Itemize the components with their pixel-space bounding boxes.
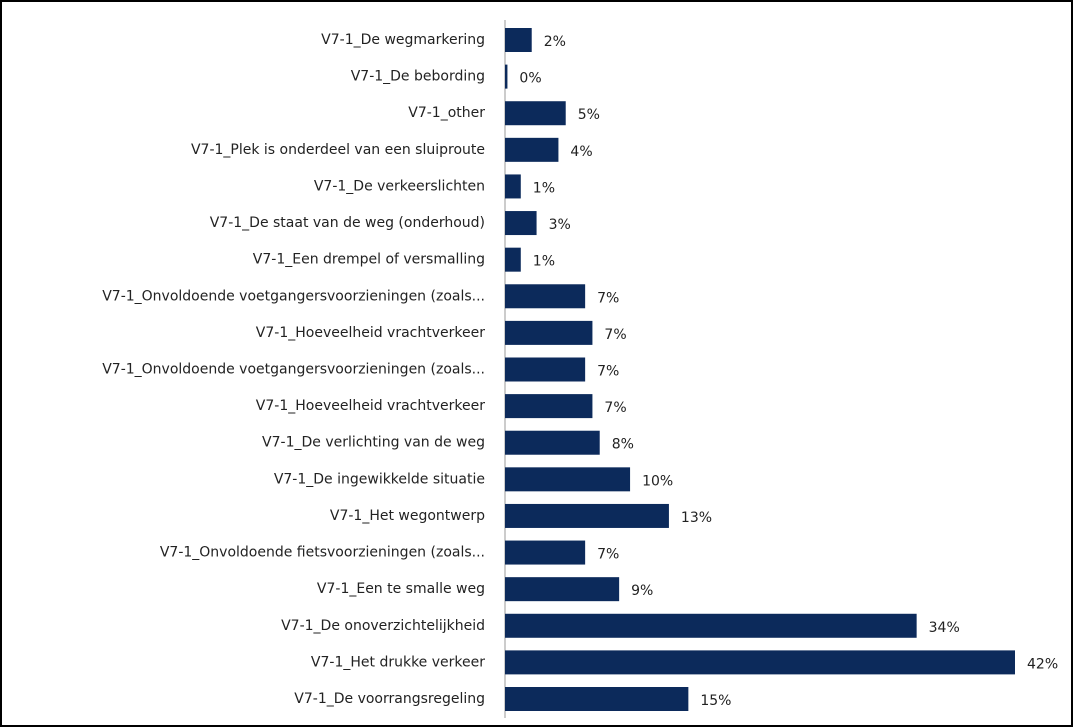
bar bbox=[505, 357, 586, 382]
category-label: V7-1_De wegmarkering bbox=[321, 32, 485, 48]
bar bbox=[505, 650, 1015, 675]
value-label: 7% bbox=[604, 327, 626, 343]
category-label: V7-1_other bbox=[408, 105, 485, 121]
value-label: 7% bbox=[597, 547, 619, 563]
category-label: V7-1_Hoeveelheid vrachtverkeer bbox=[256, 398, 485, 414]
bar bbox=[505, 540, 586, 565]
bar bbox=[505, 101, 566, 126]
bar bbox=[505, 137, 559, 162]
category-label: V7-1_De bebording bbox=[351, 69, 485, 85]
bar bbox=[505, 467, 631, 492]
value-label: 8% bbox=[612, 437, 634, 453]
category-label: V7-1_Het drukke verkeer bbox=[311, 654, 485, 670]
bar bbox=[505, 613, 917, 638]
category-label: V7-1_Hoeveelheid vrachtverkeer bbox=[256, 325, 485, 341]
bar bbox=[505, 64, 508, 89]
value-label: 5% bbox=[578, 107, 600, 123]
category-label: V7-1_Onvoldoende fietsvoorzieningen (zoa… bbox=[160, 545, 485, 561]
value-label: 7% bbox=[604, 400, 626, 416]
value-label: 42% bbox=[1027, 656, 1058, 672]
category-label: V7-1_Het wegontwerp bbox=[330, 508, 485, 524]
value-label: 1% bbox=[533, 180, 555, 196]
category-label: V7-1_Een te smalle weg bbox=[317, 581, 485, 597]
category-label: V7-1_Plek is onderdeel van een sluiprout… bbox=[191, 142, 485, 158]
bar bbox=[505, 577, 620, 602]
value-label: 9% bbox=[631, 583, 653, 599]
value-label: 3% bbox=[549, 217, 571, 233]
category-label: V7-1_De ingewikkelde situatie bbox=[274, 471, 485, 487]
bar bbox=[505, 430, 600, 455]
value-label: 2% bbox=[544, 34, 566, 50]
bar bbox=[505, 284, 586, 309]
bar bbox=[505, 687, 689, 711]
value-label: 34% bbox=[929, 620, 960, 636]
value-label: 4% bbox=[570, 144, 592, 160]
value-label: 7% bbox=[597, 364, 619, 380]
category-label: V7-1_Een drempel of versmalling bbox=[253, 252, 485, 268]
value-label: 0% bbox=[519, 71, 541, 87]
bar bbox=[505, 28, 532, 52]
bar bbox=[505, 503, 669, 528]
category-label: V7-1_De verkeerslichten bbox=[314, 178, 485, 194]
value-label: 15% bbox=[700, 693, 731, 709]
bar bbox=[505, 394, 593, 419]
category-label: V7-1_Onvoldoende voetgangersvoorzieninge… bbox=[102, 362, 485, 378]
bar bbox=[505, 247, 521, 272]
bar bbox=[505, 320, 593, 345]
category-label: V7-1_De voorrangsregeling bbox=[294, 691, 485, 707]
category-label: V7-1_Onvoldoende voetgangersvoorzieninge… bbox=[102, 288, 485, 304]
bar bbox=[505, 174, 521, 199]
bar bbox=[505, 211, 537, 236]
category-label: V7-1_De onoverzichtelijkheid bbox=[281, 618, 485, 634]
category-label: V7-1_De verlichting van de weg bbox=[262, 435, 485, 451]
category-label: V7-1_De staat van de weg (onderhoud) bbox=[210, 215, 485, 231]
value-label: 7% bbox=[597, 290, 619, 306]
value-label: 13% bbox=[681, 510, 712, 526]
value-label: 10% bbox=[642, 473, 673, 489]
value-label: 1% bbox=[533, 254, 555, 270]
